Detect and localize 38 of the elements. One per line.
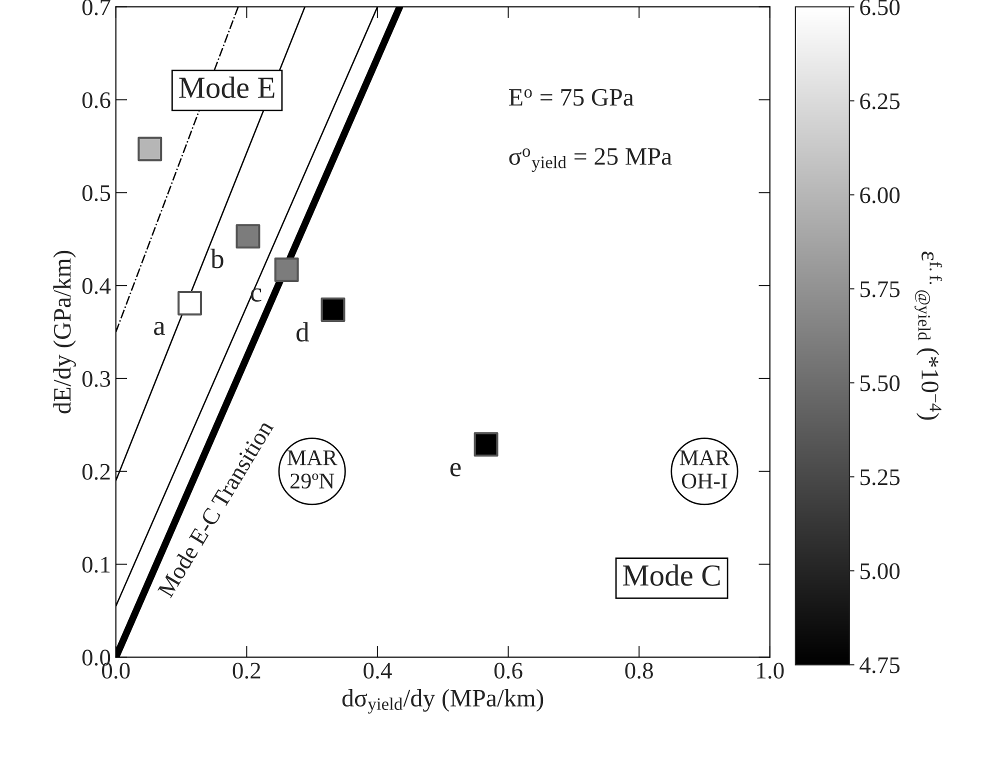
- color-bar-label: 5.75: [860, 282, 900, 298]
- annotation: a: [154, 322, 166, 336]
- y-tick-label: 0.3: [82, 370, 110, 387]
- x-tick-label: 0.6: [494, 662, 522, 679]
- color-bar-label: 5.50: [860, 375, 900, 392]
- annotation: c: [250, 288, 262, 302]
- y-tick-label: 0.6: [82, 92, 110, 108]
- color-bar-label: 6.00: [860, 187, 900, 204]
- color-bar-label: 5.00: [860, 563, 900, 580]
- annotation: b: [210, 248, 224, 268]
- x-tick-label: 0.4: [364, 662, 392, 679]
- point: [178, 290, 202, 316]
- annotation: Mode E: [179, 76, 274, 98]
- point: [320, 297, 346, 322]
- annotation: MAR OH-I: [680, 450, 730, 489]
- point: [474, 432, 498, 457]
- y-tick-label: 0.2: [82, 464, 110, 480]
- color-bar-label: 5.25: [860, 469, 900, 486]
- y-tick-label: 0.1: [82, 556, 110, 573]
- annotation: e: [450, 463, 461, 476]
- y-tick-label: 0.5: [82, 185, 110, 202]
- annotation: E$^{o}$ = 75 GPa: [509, 88, 634, 106]
- color-bar-label: 4.75: [860, 657, 900, 674]
- x-axis-title: dσ$_{yield}$/dy (MPa/km): [342, 689, 544, 714]
- annotation: Mode C: [623, 564, 720, 586]
- y-tick-label: 0.4: [82, 278, 111, 294]
- annotation: σ$^{o}$$_{yield}$ = 25 MPa: [509, 148, 672, 172]
- annotation: d: [296, 322, 310, 342]
- point: [236, 224, 260, 249]
- point: [138, 136, 162, 162]
- annotation: MAR 29ºN: [287, 450, 338, 489]
- x-tick-label: 1.0: [757, 662, 784, 679]
- x-tick-label: 0.2: [232, 662, 260, 679]
- x-tick-label: 0.8: [625, 662, 653, 679]
- color-bar-title: ε$^{f.f.}$$_{@yield}$ (*10$^{−4}$): [914, 252, 942, 420]
- point: [274, 258, 299, 282]
- y-axis-title: dE/dy (GPa/km): [53, 250, 76, 414]
- color-bar-label: 6.25: [860, 93, 900, 110]
